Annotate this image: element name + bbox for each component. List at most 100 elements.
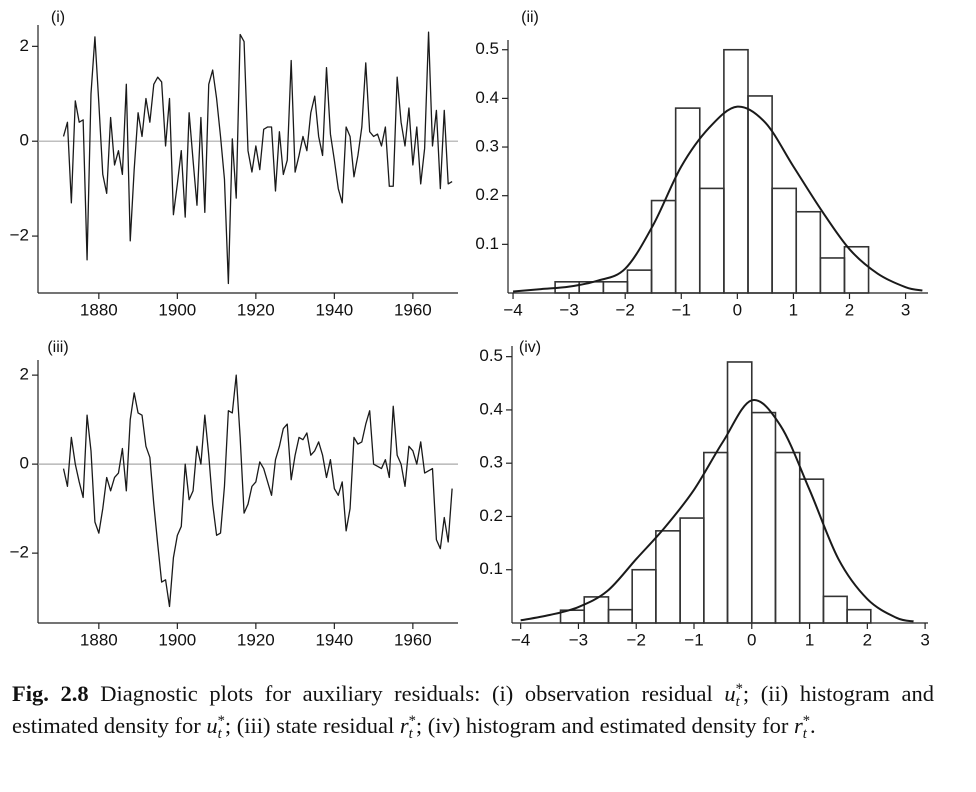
y-tick-label: 0.1 [479, 559, 503, 578]
histogram-bar [798, 478, 825, 624]
x-tick-label: 1 [789, 300, 798, 319]
histogram-bar [626, 269, 653, 294]
x-tick-label: 1900 [158, 300, 196, 319]
histogram-bar [650, 199, 677, 294]
histogram-bar [723, 48, 749, 294]
x-tick-label: 0 [747, 630, 756, 649]
x-tick-label: 2 [845, 300, 854, 319]
figure: (i) −2 0 2 1880 1900 1920 1940 1960 (ii) 0.1 0.2 0.3… [10, 9, 930, 649]
x-tick-label: 1900 [158, 630, 196, 649]
x-tick-label: 2 [863, 630, 872, 649]
panel-label: (iii) [47, 339, 68, 356]
caption-math: r * t [793, 712, 811, 743]
x-tick-label: 1920 [237, 630, 275, 649]
density-curve [520, 399, 914, 623]
histogram-bar [771, 187, 798, 294]
math-scripts: * t [408, 712, 416, 743]
math-var: r [399, 713, 409, 738]
x-tick-label: −1 [684, 630, 703, 649]
x-tick-label: −2 [627, 630, 646, 649]
caption-text: ; (iv) histogram and estimated density f… [415, 713, 794, 738]
y-tick-label: 0.5 [475, 39, 499, 58]
x-tick-label: 1940 [315, 630, 353, 649]
x-tick-label: 1880 [80, 630, 118, 649]
y-tick-label: 0.2 [475, 185, 499, 204]
caption-text: . [810, 713, 816, 738]
y-tick-label: 0.5 [479, 346, 503, 365]
x-tick-label: 0 [733, 300, 742, 319]
histogram-bar [795, 210, 822, 294]
caption-text: ; (ii) histogram and estimated density f… [12, 681, 934, 738]
math-sub: t [217, 726, 222, 743]
panel-label: (i) [51, 9, 65, 26]
caption-math: r * t [399, 712, 416, 743]
x-tick-label: 1920 [237, 300, 275, 319]
math-scripts: * t [217, 712, 225, 743]
histogram-bar [843, 245, 870, 294]
y-tick-label: 0 [20, 454, 29, 473]
caption-math: u * t [206, 712, 225, 743]
panel-label: (ii) [521, 9, 539, 26]
panel-label: (iv) [519, 339, 541, 356]
series-line [62, 31, 453, 285]
y-tick-label: 0 [20, 131, 29, 150]
histogram-bar [819, 257, 846, 294]
x-tick-label: −4 [503, 300, 522, 319]
y-tick-label: 0.3 [475, 137, 499, 156]
math-var: r [793, 713, 803, 738]
histogram-bar [750, 411, 777, 624]
x-tick-label: −3 [569, 630, 588, 649]
x-tick-label: −4 [511, 630, 530, 649]
histogram-bar [698, 187, 725, 294]
math-scripts: * t [735, 680, 743, 711]
y-tick-label: 0.4 [479, 399, 503, 418]
y-tick-label: −2 [10, 543, 29, 562]
y-tick-label: −2 [10, 226, 29, 245]
histogram-bar [703, 451, 729, 624]
histogram-bar [822, 595, 848, 624]
x-tick-label: 1960 [394, 300, 432, 319]
histogram-bar [607, 608, 633, 624]
y-tick-label: 2 [20, 36, 29, 55]
x-tick-label: 1940 [315, 300, 353, 319]
y-tick-label: 0.4 [475, 88, 499, 107]
x-tick-label: 1880 [80, 300, 118, 319]
histogram-bar [655, 530, 681, 624]
histogram-bar [674, 107, 701, 294]
x-tick-label: 3 [920, 630, 929, 649]
series-line [62, 374, 453, 608]
histogram-bar [631, 568, 657, 624]
caption-math: u * t [724, 680, 743, 711]
x-tick-label: 1960 [394, 630, 432, 649]
histogram-bar [774, 451, 801, 624]
x-tick-label: −3 [559, 300, 578, 319]
x-tick-label: 3 [901, 300, 910, 319]
histogram-bar [583, 596, 610, 624]
caption-text: Diagnostic plots for auxiliary residuals… [100, 681, 725, 706]
x-tick-label: −2 [616, 300, 635, 319]
math-sup: * [735, 680, 743, 697]
math-sub: t [802, 726, 807, 743]
x-tick-label: −1 [672, 300, 691, 319]
x-tick-label: 1 [805, 630, 814, 649]
y-tick-label: 2 [20, 365, 29, 384]
math-var: u [206, 713, 218, 738]
math-sub: t [408, 726, 413, 743]
caption-text: ; (iii) state residual [224, 713, 400, 738]
math-scripts: * t [802, 712, 811, 743]
histogram-bar [679, 517, 705, 624]
density-curve [512, 105, 923, 293]
y-tick-label: 0.2 [479, 506, 503, 525]
math-sub: t [735, 694, 740, 711]
math-sup: * [408, 712, 416, 729]
histogram-bar [846, 608, 872, 624]
y-tick-label: 0.1 [475, 234, 499, 253]
histogram-bar [602, 281, 629, 294]
y-tick-label: 0.3 [479, 453, 503, 472]
math-var: u [724, 681, 736, 706]
math-sup: * [802, 712, 811, 729]
caption: Fig. 2.8 Diagnostic plots for auxiliary … [12, 678, 934, 742]
math-sup: * [217, 712, 225, 729]
caption-label: Fig. 2.8 [12, 681, 89, 706]
